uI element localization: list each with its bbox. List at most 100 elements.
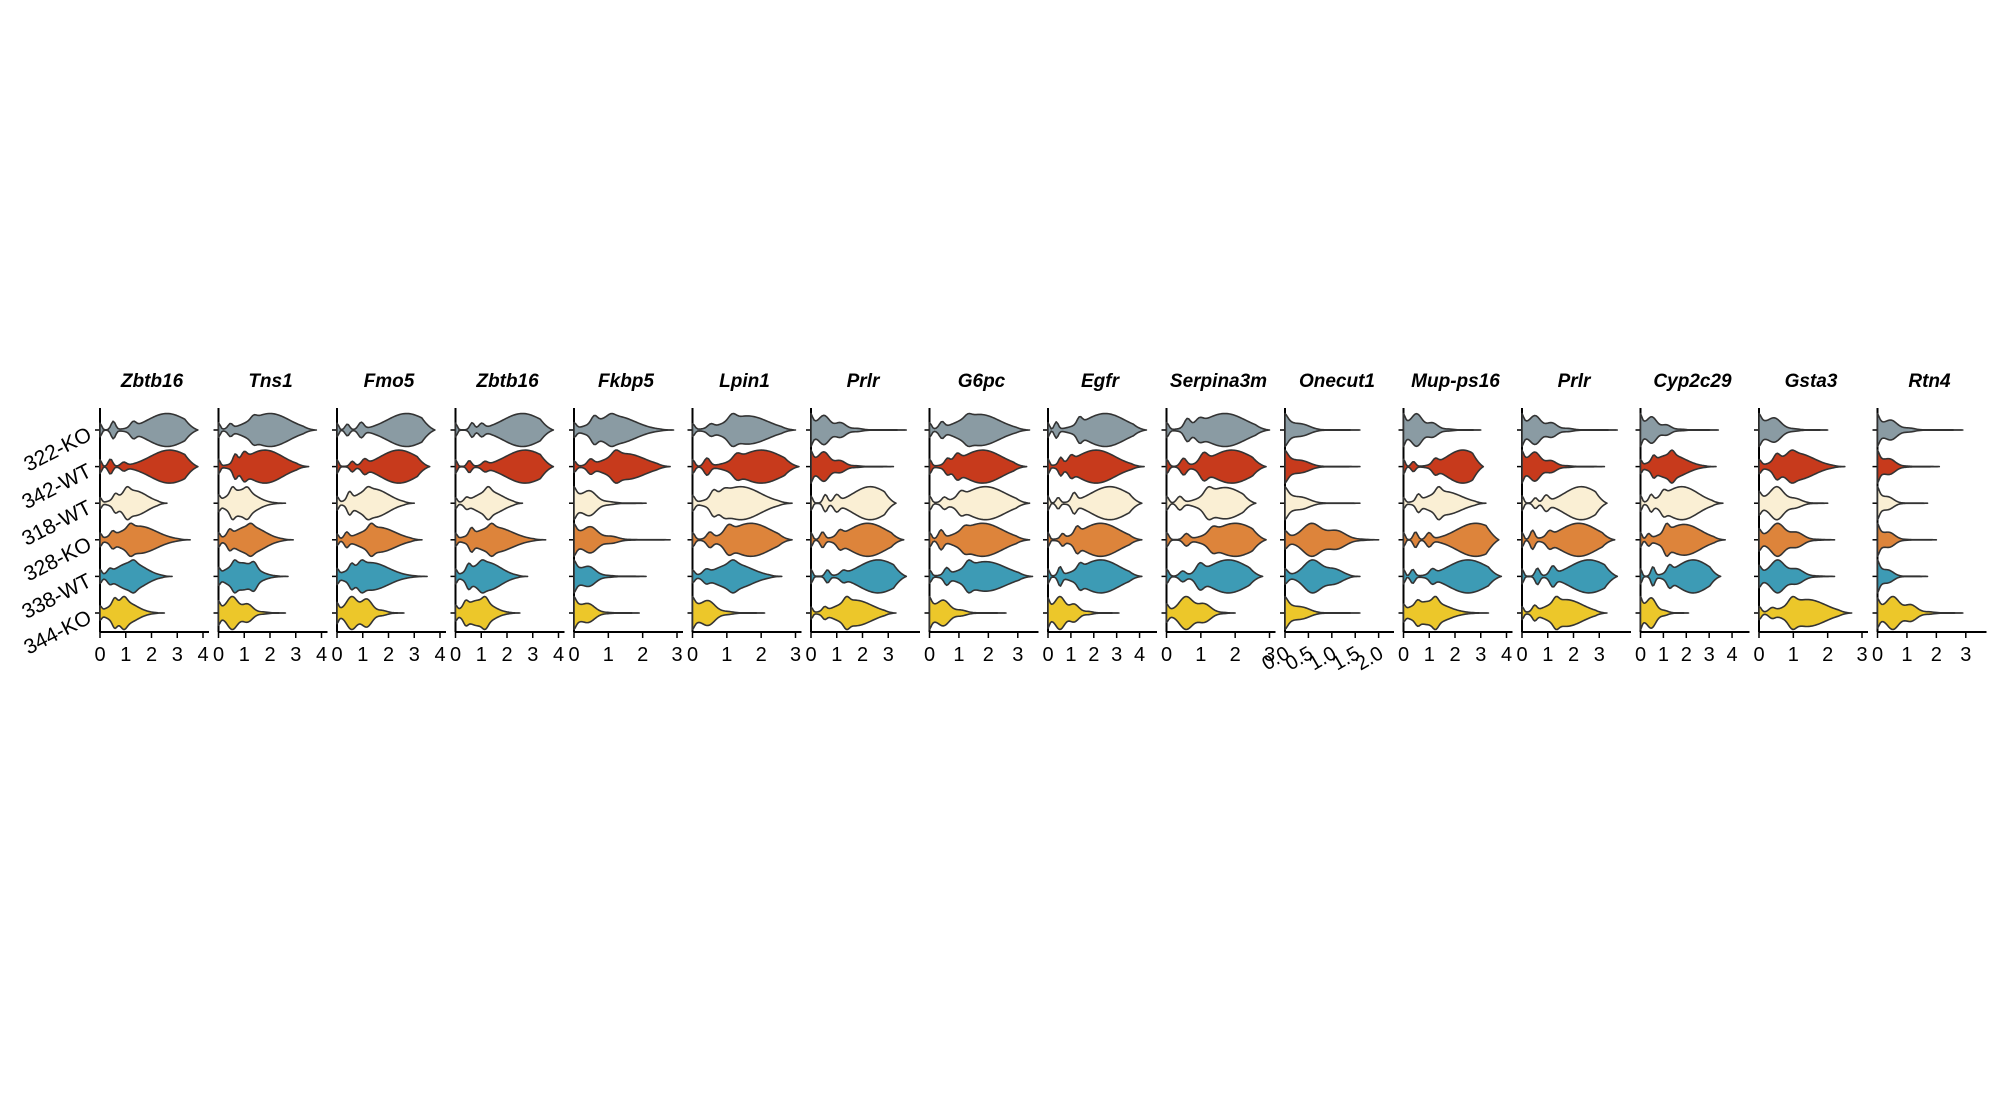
panel-x-tick-label: 1 [953, 644, 964, 666]
violin-344-ko [1639, 595, 1690, 631]
panel-x-tick-label: 3 [1012, 644, 1023, 666]
panel-x-tick-label: 2 [756, 644, 767, 666]
violin-342-wt [99, 449, 199, 484]
violin-344-ko [1047, 595, 1120, 631]
panel-x-tick-label: 3 [1704, 644, 1715, 666]
panel-x-tick-label: 2 [1230, 644, 1241, 666]
violin-338-wt [1758, 559, 1836, 594]
panel-x-tick-label: 3 [671, 644, 682, 666]
panel-x-tick-label: 0 [1516, 644, 1527, 666]
violin-322-ko [99, 412, 199, 448]
panel-x-tick-label: 3 [1264, 644, 1275, 666]
violin-panel: Prlr 0 1 2 3 [805, 371, 920, 666]
panel-x-tick-label: 4 [1726, 644, 1737, 666]
panel-x-tick-label: 4 [434, 644, 445, 666]
violin-328-ko [336, 522, 423, 558]
violin-322-ko [454, 412, 555, 448]
violin-318-wt [454, 485, 524, 521]
panel-x-tick-label: 1 [1788, 644, 1799, 666]
panel-x-tick-label: 1 [357, 644, 368, 666]
panel-x-tick-label: 2 [1822, 644, 1833, 666]
violin-322-ko [336, 412, 436, 448]
panel-x-tick-label: 2 [383, 644, 394, 666]
panel-x-tick-label: 1 [239, 644, 250, 666]
violin-342-wt [1758, 449, 1846, 484]
violin-342-wt [1876, 449, 1941, 484]
violin-322-ko [928, 412, 1031, 448]
panel-title: Zbtb16 [475, 371, 539, 392]
panel-x-tick-label: 3 [1111, 644, 1122, 666]
panel-x-tick-label: 0 [331, 644, 342, 666]
violin-318-wt [1165, 485, 1257, 521]
panel-x-tick-label: 2 [1449, 644, 1460, 666]
violin-panel: G6pc 0 1 2 3 [924, 371, 1039, 666]
panel-x-tick-label: 1 [603, 644, 614, 666]
violin-328-ko [1402, 522, 1500, 558]
violin-panel: Zbtb16 0 1 2 3 4 [450, 371, 565, 666]
panel-x-tick-label: 0 [213, 644, 224, 666]
violin-322-ko [1758, 412, 1829, 448]
violin-344-ko [573, 595, 641, 631]
violin-318-wt [1758, 485, 1829, 521]
panel-x-tick-label: 2 [637, 644, 648, 666]
panel-x-tick-label: 1 [721, 644, 732, 666]
violin-344-ko [928, 595, 1007, 631]
violin-318-wt [1639, 485, 1724, 521]
violin-338-wt [1402, 559, 1503, 594]
violin-panel: Cyp2c29 0 1 2 3 4 [1635, 371, 1750, 666]
violin-344-ko [336, 595, 405, 631]
violin-328-ko [1639, 522, 1726, 558]
violin-328-ko [573, 522, 671, 558]
panel-x-tick-label: 2 [857, 644, 868, 666]
panel-x-tick-label: 0 [94, 644, 105, 666]
violin-panel: Zbtb16 0 1 2 3 4 [94, 371, 209, 666]
violin-328-ko [1521, 522, 1616, 558]
violin-344-ko [1521, 595, 1608, 631]
violin-344-ko [810, 595, 897, 631]
panel-x-tick-label: 2 [1568, 644, 1579, 666]
violin-322-ko [1047, 412, 1148, 448]
panel-title: Cyp2c29 [1653, 371, 1732, 392]
panel-x-tick-label: 3 [1960, 644, 1971, 666]
violin-338-wt [454, 559, 529, 594]
violin-338-wt [810, 559, 908, 594]
panel-x-tick-label: 2 [146, 644, 157, 666]
panel-x-tick-label: 4 [553, 644, 564, 666]
violin-328-ko [810, 522, 905, 558]
violin-342-wt [1047, 449, 1145, 484]
panel-x-tick-label: 0 [1398, 644, 1409, 666]
violin-322-ko [1521, 412, 1619, 448]
violin-338-wt [1047, 559, 1143, 594]
violin-342-wt [454, 449, 555, 484]
panel-title: Prlr [1558, 371, 1592, 392]
panel-x-tick-label: 1 [831, 644, 842, 666]
violin-322-ko [1165, 412, 1271, 448]
panel-x-tick-label: 3 [527, 644, 538, 666]
violin-344-ko [1876, 595, 1964, 631]
violin-322-ko [1284, 412, 1361, 448]
violin-338-wt [1639, 559, 1722, 594]
violin-338-wt [217, 559, 289, 594]
violin-342-wt [336, 449, 431, 484]
violin-318-wt [1047, 485, 1143, 521]
violin-panel: Mup-ps16 0 1 2 3 4 [1398, 371, 1513, 666]
panel-x-tick-label: 3 [172, 644, 183, 666]
panel-x-tick-label: 0 [1042, 644, 1053, 666]
violin-338-wt [573, 559, 647, 594]
violin-342-wt [217, 449, 310, 484]
panel-x-tick-label: 4 [1134, 644, 1145, 666]
violin-318-wt [217, 485, 287, 521]
panel-x-tick-label: 2 [1931, 644, 1942, 666]
violin-panel: Fmo5 0 1 2 3 4 [331, 371, 446, 666]
panel-x-tick-label: 3 [290, 644, 301, 666]
violin-338-wt [1876, 559, 1929, 594]
violin-344-ko [1402, 595, 1490, 631]
violin-panel: Rtn4 0 1 2 3 [1872, 371, 1987, 666]
violin-328-ko [1284, 522, 1380, 558]
violin-322-ko [217, 412, 318, 448]
violin-328-ko [691, 522, 793, 558]
panel-x-tick-label: 0 [450, 644, 461, 666]
panel-title: Rtn4 [1908, 371, 1951, 392]
